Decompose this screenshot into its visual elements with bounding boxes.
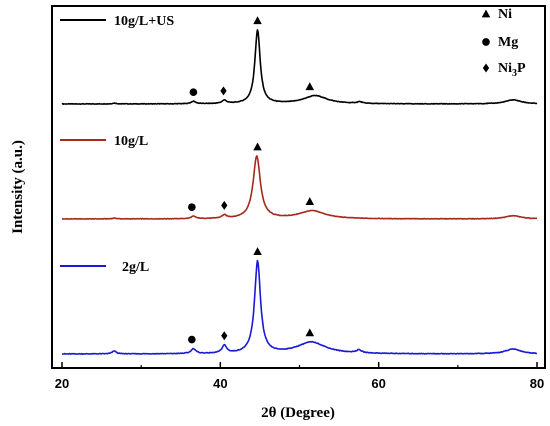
- triangle-marker: [305, 197, 315, 205]
- series-label-1: 10g/L+US: [114, 14, 174, 29]
- diamond-marker-legend: [482, 63, 490, 73]
- series-label-3: 2g/L: [122, 260, 149, 275]
- peak-markers: [188, 16, 315, 344]
- legend-label-diamond: Ni3P: [498, 61, 526, 79]
- triangle-marker-legend: [481, 9, 491, 18]
- x-tick-label: 80: [530, 376, 544, 391]
- circle-marker: [189, 88, 198, 97]
- x-tick-label: 20: [55, 376, 69, 391]
- triangle-marker: [253, 16, 262, 25]
- diamond-marker: [220, 86, 227, 96]
- diamond-marker: [221, 331, 228, 341]
- series-layer: 10g/L+US 10g/L 2g/L: [60, 14, 538, 355]
- circle-marker: [188, 203, 196, 211]
- x-axis-label: 2θ (Degree): [261, 405, 335, 421]
- circle-marker: [188, 335, 196, 344]
- triangle-marker: [253, 142, 262, 151]
- series-line-3: [61, 259, 538, 355]
- series-line-1: [61, 29, 538, 105]
- diamond-marker: [221, 200, 228, 210]
- y-axis-label: Intensity (a.u.): [10, 140, 26, 234]
- legend-label-circle: Mg: [498, 35, 518, 50]
- series-line-2: [61, 155, 538, 220]
- triangle-marker: [305, 328, 315, 337]
- x-tick-label: 40: [213, 376, 227, 391]
- plot-frame: [51, 5, 546, 369]
- series-label-2: 10g/L: [114, 134, 148, 149]
- x-axis-ticks: 20 40 60 80: [55, 362, 544, 391]
- circle-marker-legend: [482, 38, 490, 46]
- triangle-marker: [253, 247, 262, 256]
- legend-label-triangle: Ni: [498, 7, 512, 22]
- marker-legend: Ni Mg Ni3P: [481, 7, 526, 79]
- triangle-marker: [305, 82, 315, 91]
- x-tick-label: 60: [371, 376, 385, 391]
